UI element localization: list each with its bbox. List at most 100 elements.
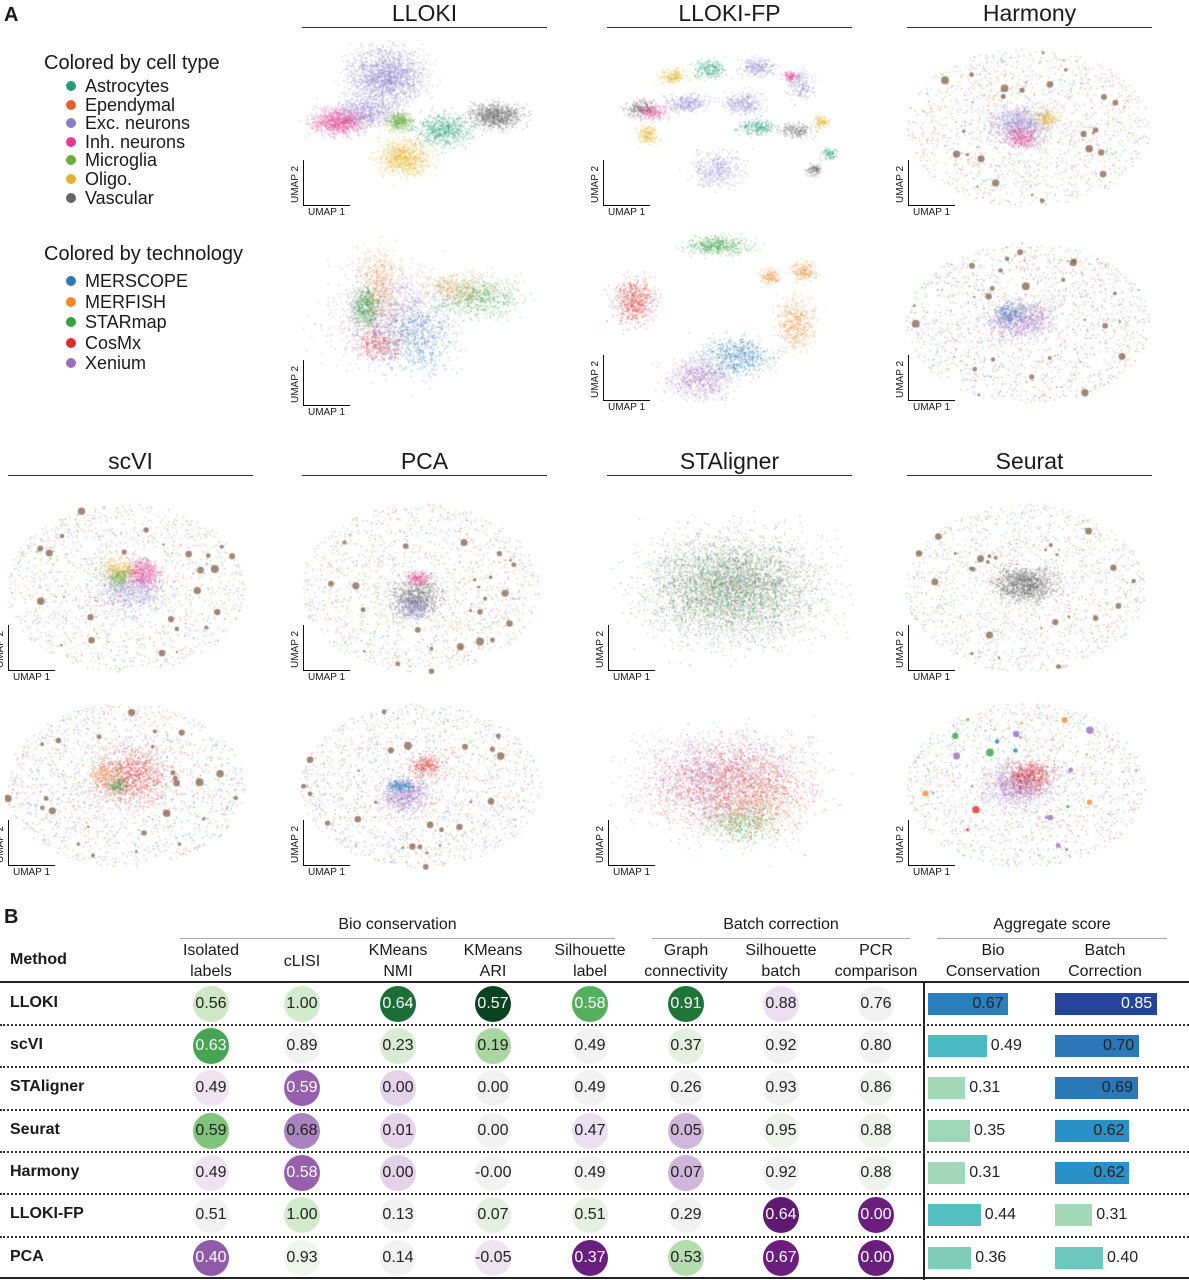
- legend-item: MERFISH: [66, 292, 166, 312]
- legend-dot-icon: [66, 81, 76, 91]
- umap-axis-y: [8, 625, 9, 670]
- umap-axis-y: [908, 160, 909, 205]
- column-header-line2: connectivity: [644, 963, 728, 980]
- umap-axis-y-label: UMAP 2: [290, 165, 301, 203]
- method-name: Seurat: [10, 1121, 60, 1138]
- legend-item: Oligo.: [66, 169, 132, 189]
- umap-axis-y-label: UMAP 2: [290, 825, 301, 863]
- legend-dot-icon: [66, 174, 76, 184]
- bio-score-label: 0.36: [975, 1249, 1007, 1266]
- umap-axis-x: [303, 205, 350, 206]
- bio-score-label: 0.31: [969, 1079, 1001, 1096]
- method-title: Harmony: [907, 0, 1152, 28]
- legend-label: Microglia: [85, 150, 158, 171]
- column-header-line1: Bio: [981, 942, 1005, 959]
- panel-b-label: B: [4, 906, 19, 928]
- column-header-line1: Graph: [663, 942, 709, 959]
- umap-scatter: [905, 230, 1160, 415]
- batch-score-label: 0.62: [1093, 1122, 1125, 1139]
- legend-dot-icon: [66, 317, 76, 327]
- umap-axis-y: [908, 625, 909, 670]
- metric-cell: 0.00: [380, 1070, 416, 1106]
- metric-cell: 0.49: [193, 1155, 229, 1191]
- umap-axis-x: [603, 205, 650, 206]
- batch-score-label: 0.31: [1096, 1206, 1128, 1223]
- legend-label: Oligo.: [85, 169, 133, 189]
- metric-cell: 0.53: [668, 1240, 704, 1276]
- legend-label: Astrocytes: [85, 76, 170, 96]
- legend-item: Astrocytes: [66, 76, 169, 96]
- umap-scatter: [605, 690, 855, 880]
- bio-score-bar: [928, 1204, 981, 1226]
- bio-score-label: 0.67: [972, 995, 1004, 1012]
- method-name: STAligner: [10, 1078, 85, 1095]
- bio-score-bar: [928, 993, 1009, 1015]
- umap-axis-x-label: UMAP 1: [613, 867, 651, 878]
- metric-cell: 0.56: [193, 986, 229, 1022]
- umap-scatter: [5, 690, 255, 880]
- metric-cell: 0.00: [858, 1240, 894, 1276]
- umap-axis-y-label: UMAP 2: [595, 825, 606, 863]
- bio-score-bar: [928, 1162, 966, 1184]
- metric-cell: 0.49: [572, 1070, 608, 1106]
- umap-axis-x: [908, 865, 955, 866]
- umap-scatter: [300, 490, 550, 685]
- column-header-line2: label: [573, 963, 607, 980]
- batch-score-bar: [1055, 1035, 1139, 1057]
- metric-cell: 0.58: [572, 986, 608, 1022]
- metric-cell: 1.00: [284, 1197, 320, 1233]
- umap-axis-y: [608, 820, 609, 865]
- metric-cell: 0.47: [572, 1113, 608, 1149]
- legend-dot-icon: [66, 136, 76, 147]
- metric-cell: 0.37: [668, 1028, 704, 1064]
- batch-score-bar: [1055, 1204, 1093, 1226]
- metric-cell: 0.14: [380, 1240, 416, 1276]
- batch-score-bar: [1055, 1247, 1103, 1269]
- umap-scatter: [300, 40, 560, 220]
- metric-cell: 0.88: [858, 1155, 894, 1191]
- metric-cell: 0.00: [475, 1113, 511, 1149]
- metric-cell: 0.76: [858, 986, 894, 1022]
- legend-label: Inh. neurons: [85, 131, 186, 152]
- umap-scatter: [300, 690, 550, 880]
- legend-item: Ependymal: [66, 95, 175, 115]
- row-separator: [0, 1236, 1189, 1238]
- umap-scatter: [905, 490, 1155, 685]
- metric-cell: 0.91: [668, 986, 704, 1022]
- batch-score-bar: [1055, 1120, 1130, 1142]
- metric-cell: 0.51: [572, 1197, 608, 1233]
- umap-axis-x-label: UMAP 1: [913, 672, 951, 683]
- metric-cell: 0.92: [763, 1028, 799, 1064]
- metric-cell: 0.01: [380, 1113, 416, 1149]
- metric-cell: -0.00: [475, 1155, 511, 1191]
- metric-cell: 0.00: [380, 1155, 416, 1191]
- umap-axis-y: [303, 360, 304, 405]
- bio-score-bar: [928, 1120, 970, 1142]
- method-name: LLOKI-FP: [10, 1205, 84, 1222]
- umap-axis-x: [8, 865, 55, 866]
- metric-cell: 0.59: [284, 1070, 320, 1106]
- row-separator: [0, 1024, 1189, 1026]
- umap-axis-y: [908, 820, 909, 865]
- umap-axis-x: [603, 400, 650, 401]
- metric-cell: 0.80: [858, 1028, 894, 1064]
- umap-plot-fp-1: UMAP 1 UMAP 2: [590, 40, 860, 220]
- umap-scatter: [600, 40, 860, 220]
- metric-cell: 0.26: [668, 1070, 704, 1106]
- method-title: scVI: [8, 448, 253, 476]
- column-header-line2: cLISI: [283, 953, 321, 970]
- umap-plot-scvi-1: UMAP 1 UMAP 2: [0, 490, 255, 685]
- legend-label: Vascular: [85, 187, 154, 208]
- umap-axis-y-label: UMAP 2: [0, 826, 6, 863]
- aggregate-divider: [923, 982, 925, 1280]
- umap-plot-fp-2: UMAP 1 UMAP 2: [590, 230, 860, 415]
- legend-dot-icon: [66, 358, 76, 368]
- metric-cell: 0.64: [763, 1197, 799, 1233]
- panel-a-label: A: [4, 4, 19, 26]
- column-header-line1: Batch: [1084, 942, 1126, 959]
- row-separator: [0, 1066, 1189, 1068]
- legend-item: Microglia: [66, 150, 157, 170]
- row-separator: [0, 1193, 1189, 1195]
- umap-axis-y: [908, 355, 909, 400]
- umap-axis-y-label: UMAP 2: [895, 360, 906, 398]
